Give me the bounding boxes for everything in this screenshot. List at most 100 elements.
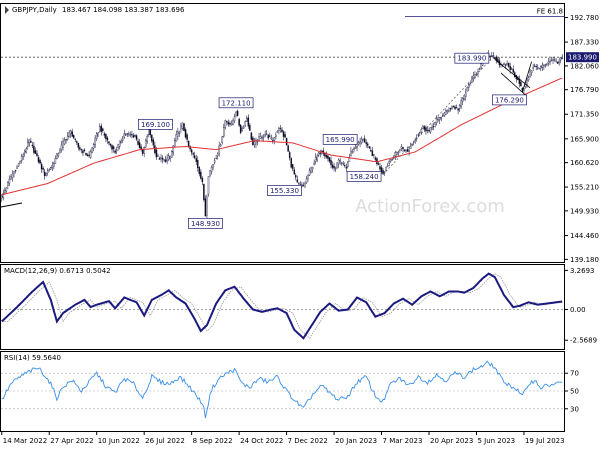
candle-body	[69, 130, 72, 134]
chart-title: GBPJPY,Daily	[12, 6, 57, 14]
candle-body	[180, 125, 182, 130]
candle-body	[538, 68, 541, 70]
candle-body	[527, 77, 530, 81]
candle-body	[279, 128, 282, 130]
candle-body	[5, 187, 8, 192]
candle-body	[39, 160, 41, 164]
x-axis-tick-label: 7 Dec 2022	[288, 437, 328, 445]
candle-body	[445, 110, 447, 115]
price-tag-label: 183.990	[568, 54, 597, 62]
price-y-tick-label: 182.060	[570, 62, 599, 70]
candle-body	[431, 127, 433, 130]
candle-body	[331, 164, 334, 168]
macd-title: MACD(12,26,9) 0.6713 0.5042	[4, 267, 111, 275]
watermark: ActionForex.com	[355, 196, 505, 217]
candle-body	[123, 133, 126, 138]
candle-body	[291, 164, 294, 170]
candle-body	[53, 163, 55, 167]
pattern-line	[522, 61, 532, 93]
candle-body	[135, 135, 138, 140]
candle-body	[520, 81, 522, 87]
candle-body	[543, 65, 545, 68]
candle-body	[118, 140, 121, 147]
candle-body	[293, 169, 296, 175]
rsi-y-tick-label: 50	[570, 388, 579, 396]
rsi-y-tick-label: 30	[570, 405, 579, 413]
x-axis-tick-label: 10 Jun 2022	[98, 437, 140, 445]
candle-body	[34, 150, 37, 154]
macd-y-tick-label: 0.00	[570, 306, 586, 314]
candle-body	[535, 66, 537, 68]
candle-body	[158, 158, 161, 160]
candle-body	[126, 133, 129, 135]
candle-body	[236, 110, 239, 116]
candle-body	[391, 159, 394, 161]
candle-body	[164, 159, 167, 162]
candle-body	[540, 66, 542, 69]
candle-body	[83, 149, 86, 152]
candle-body	[550, 60, 553, 62]
x-axis-tick-label: 27 Apr 2022	[50, 437, 93, 445]
candle-body	[428, 129, 430, 132]
trend-line-dashed	[382, 54, 496, 175]
candle-body	[558, 60, 560, 63]
candle-body	[20, 155, 23, 161]
candle-body	[108, 141, 110, 144]
candle-body	[556, 61, 559, 64]
macd-line	[1, 272, 563, 340]
candle-body	[311, 166, 314, 170]
candle-body	[193, 155, 196, 159]
candle-body	[169, 155, 171, 159]
candle-body	[1, 195, 3, 199]
candle-body	[348, 157, 351, 162]
candle-body	[259, 136, 262, 139]
candle-body	[301, 184, 303, 186]
candle-body	[359, 141, 361, 144]
candle-body	[541, 64, 544, 68]
candle-body	[143, 147, 145, 154]
price-tag-box	[566, 52, 599, 63]
candle-body	[275, 134, 277, 138]
x-axis-tick-label: 7 Mar 2023	[383, 437, 423, 445]
candle-body	[270, 137, 273, 140]
candle-body	[183, 123, 185, 132]
rsi-line	[1, 360, 563, 418]
candle-body	[402, 147, 404, 150]
candle-body	[186, 134, 188, 140]
candle-body	[94, 137, 96, 146]
candle-body	[406, 149, 409, 152]
candle-body	[223, 127, 225, 137]
candle-body	[89, 151, 92, 158]
price-y-tick-label: 187.330	[570, 39, 599, 47]
candle-body	[114, 150, 116, 153]
candle-body	[423, 126, 426, 130]
candle-body	[36, 153, 38, 156]
candle-body	[13, 171, 15, 174]
candle-body	[319, 152, 322, 154]
candle-body	[552, 58, 554, 61]
candle-body	[76, 141, 78, 143]
pattern-line	[500, 72, 526, 96]
candle-body	[23, 150, 26, 154]
candle-body	[172, 145, 175, 153]
rsi-title: RSI(14) 59.5640	[4, 354, 61, 362]
candle-body	[40, 163, 43, 170]
candle-body	[161, 157, 164, 160]
annotation-label: 169.100	[141, 121, 170, 129]
candle-body	[426, 129, 429, 131]
candle-body	[140, 146, 142, 149]
candle-body	[478, 68, 481, 70]
candle-body	[530, 70, 533, 74]
candle-body	[397, 151, 400, 154]
candle-body	[174, 140, 176, 147]
candle-body	[356, 146, 358, 148]
candle-body	[134, 135, 136, 137]
candle-body	[561, 57, 563, 59]
candle-body	[178, 131, 181, 134]
candle-body	[353, 147, 355, 150]
candle-body	[131, 134, 133, 136]
price-y-tick-label: 144.460	[570, 232, 599, 240]
candle-body	[63, 139, 66, 145]
candle-body	[336, 162, 338, 169]
candle-body	[65, 139, 67, 141]
